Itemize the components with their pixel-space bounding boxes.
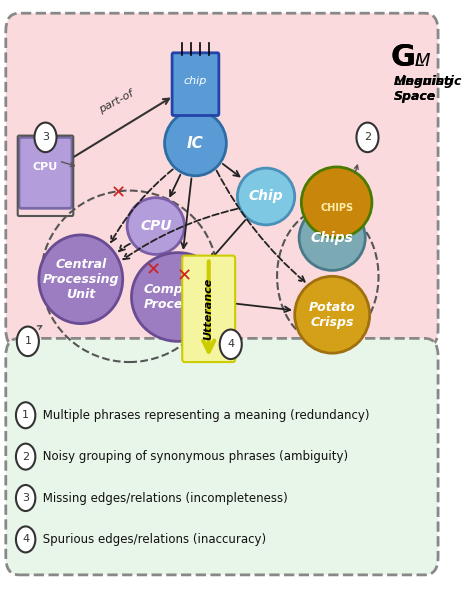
Text: chip: chip [184,76,207,86]
Text: Chip: Chip [249,189,283,204]
Text: 3: 3 [22,493,29,503]
Ellipse shape [132,252,224,342]
Text: $\mathbf{G}$: $\mathbf{G}$ [389,43,414,72]
Text: Multiple phrases representing a meaning (redundancy): Multiple phrases representing a meaning … [39,409,370,422]
Text: ✕: ✕ [177,267,192,285]
Ellipse shape [39,235,123,324]
FancyBboxPatch shape [6,13,438,347]
Circle shape [16,402,35,428]
Circle shape [16,444,35,470]
FancyBboxPatch shape [182,255,235,362]
Text: CHIPS: CHIPS [320,203,353,213]
Text: Meaning
Space: Meaning Space [394,75,455,103]
Text: ✕: ✕ [111,185,126,203]
Circle shape [16,526,35,552]
Circle shape [17,327,39,356]
Text: Computer
Processor: Computer Processor [143,283,212,311]
Text: 4: 4 [227,339,234,349]
Text: Utterance: Utterance [204,278,214,340]
Circle shape [34,122,57,152]
Text: Linguistic
Space: Linguistic Space [394,75,463,103]
FancyBboxPatch shape [172,53,219,115]
Circle shape [356,122,379,152]
Text: CPU: CPU [140,219,171,233]
Ellipse shape [295,276,370,353]
Text: 4: 4 [22,535,29,545]
Text: IC: IC [187,136,204,151]
Circle shape [16,485,35,511]
FancyBboxPatch shape [19,137,72,208]
Text: 2: 2 [364,132,371,143]
Text: Noisy grouping of synonymous phrases (ambiguity): Noisy grouping of synonymous phrases (am… [39,450,348,463]
Text: CPU: CPU [33,162,58,172]
Text: $\mathit{M}$: $\mathit{M}$ [414,52,431,69]
Text: Missing edges/relations (incompleteness): Missing edges/relations (incompleteness) [39,491,287,504]
Text: ✕: ✕ [146,261,161,279]
Ellipse shape [127,198,185,254]
Text: Central
Processing
Unit: Central Processing Unit [42,258,119,301]
Ellipse shape [301,167,372,238]
Text: 1: 1 [25,336,31,346]
Text: Potato
Crisps: Potato Crisps [309,301,355,328]
Text: Chips: Chips [311,231,354,245]
Text: Spurious edges/relations (inaccuracy): Spurious edges/relations (inaccuracy) [39,533,266,546]
Text: $\mathit{L}$: $\mathit{L}$ [414,52,425,69]
Text: 1: 1 [22,410,29,420]
Text: 3: 3 [42,132,49,143]
Circle shape [220,330,242,359]
Ellipse shape [299,206,365,270]
Ellipse shape [237,168,295,225]
FancyBboxPatch shape [6,339,438,575]
Text: $\mathbf{G}$: $\mathbf{G}$ [389,43,414,72]
Text: 2: 2 [22,451,29,462]
Text: part-of: part-of [97,89,135,115]
Ellipse shape [165,110,227,176]
